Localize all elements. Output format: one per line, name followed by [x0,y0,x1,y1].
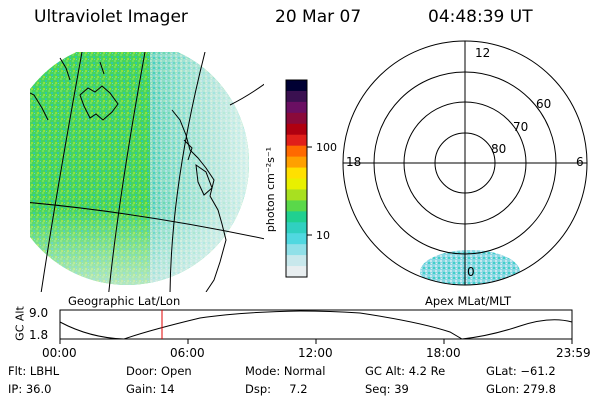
altitude-ytick-label: 9.0 [29,306,49,320]
mlt-label-6: 6 [576,155,584,169]
colorbar-segment [286,145,307,158]
latitude-line [229,83,264,106]
colorbar-segment [286,244,307,256]
mlt-label-18: 18 [346,155,362,169]
colorbar-segment [286,200,307,212]
door-info: Door: Open [126,364,192,378]
altitude-ylabel: GC Alt [13,306,27,341]
coastline [30,92,49,121]
colorbar-segment [286,156,307,169]
colorbar-segment [286,266,307,278]
longitude-line [40,52,83,292]
time-label: 04:48:39 UT [428,7,533,27]
mode-info: Mode: Normal [245,364,326,378]
dsp-info: Dsp: 7.2 [245,382,308,396]
time-tick-label: 00:00 [42,346,77,360]
mlt-label-0: 0 [467,265,475,279]
altitude-plot [59,309,573,344]
colorbar-segment [286,211,307,223]
colorbar-segment [286,90,307,103]
latitude-line [30,202,264,240]
colorbar-tick-label: 10 [316,229,330,242]
colorbar-tick-label: 100 [316,141,337,154]
colorbar-segment [286,255,307,267]
time-tick-label: 23:59 [556,346,591,360]
time-tick-label: 18:00 [426,346,461,360]
colorbar-unit-label: photon cm⁻²s⁻¹ [264,146,278,233]
mlt-label-12: 12 [475,46,491,60]
time-tick-label: 12:00 [298,346,333,360]
ip-info: IP: 36.0 [8,382,52,396]
coastline [195,163,213,196]
colorbar-segment [286,123,307,136]
filter-info: Flt: LBHL [8,364,60,378]
polar-plot [342,40,588,286]
time-tick-label: 06:00 [170,346,205,360]
altitude-ytick-label: 1.8 [29,328,49,342]
seq-info: Seq: 39 [365,382,409,396]
colorbar-segment [286,222,307,234]
coastline [59,57,105,81]
longitude-line [169,52,206,292]
geo-image-panel [30,52,264,292]
colorbar-segment [286,167,307,180]
coastline [79,85,119,121]
colorbar-frame [285,79,308,278]
polar-panel-label: Apex MLat/MLT [425,294,512,308]
colorbar-segment [286,101,307,114]
colorbar-segment [286,178,307,191]
gcalt-info: GC Alt: 4.2 Re [365,364,446,378]
colorbar-segment [286,80,307,92]
glat-info: GLat: −61.2 [486,364,556,378]
colorbar-segment [286,112,307,125]
altitude-curve [59,310,573,340]
glon-info: GLon: 279.8 [486,382,556,396]
geo-panel-label: Geographic Lat/Lon [68,294,181,308]
mlat-label-80: 80 [491,142,507,156]
coastline [183,139,193,161]
color-bar [285,79,308,278]
mlat-label-60: 60 [536,97,552,111]
colorbar-segment [286,189,307,201]
gain-info: Gain: 14 [126,382,175,396]
instrument-title: Ultraviolet Imager [34,7,188,27]
longitude-line [108,52,146,292]
colorbar-segment [286,134,307,147]
colorbar-segment [286,233,307,245]
date-label: 20 Mar 07 [275,7,362,27]
mlat-label-70: 70 [513,120,529,134]
